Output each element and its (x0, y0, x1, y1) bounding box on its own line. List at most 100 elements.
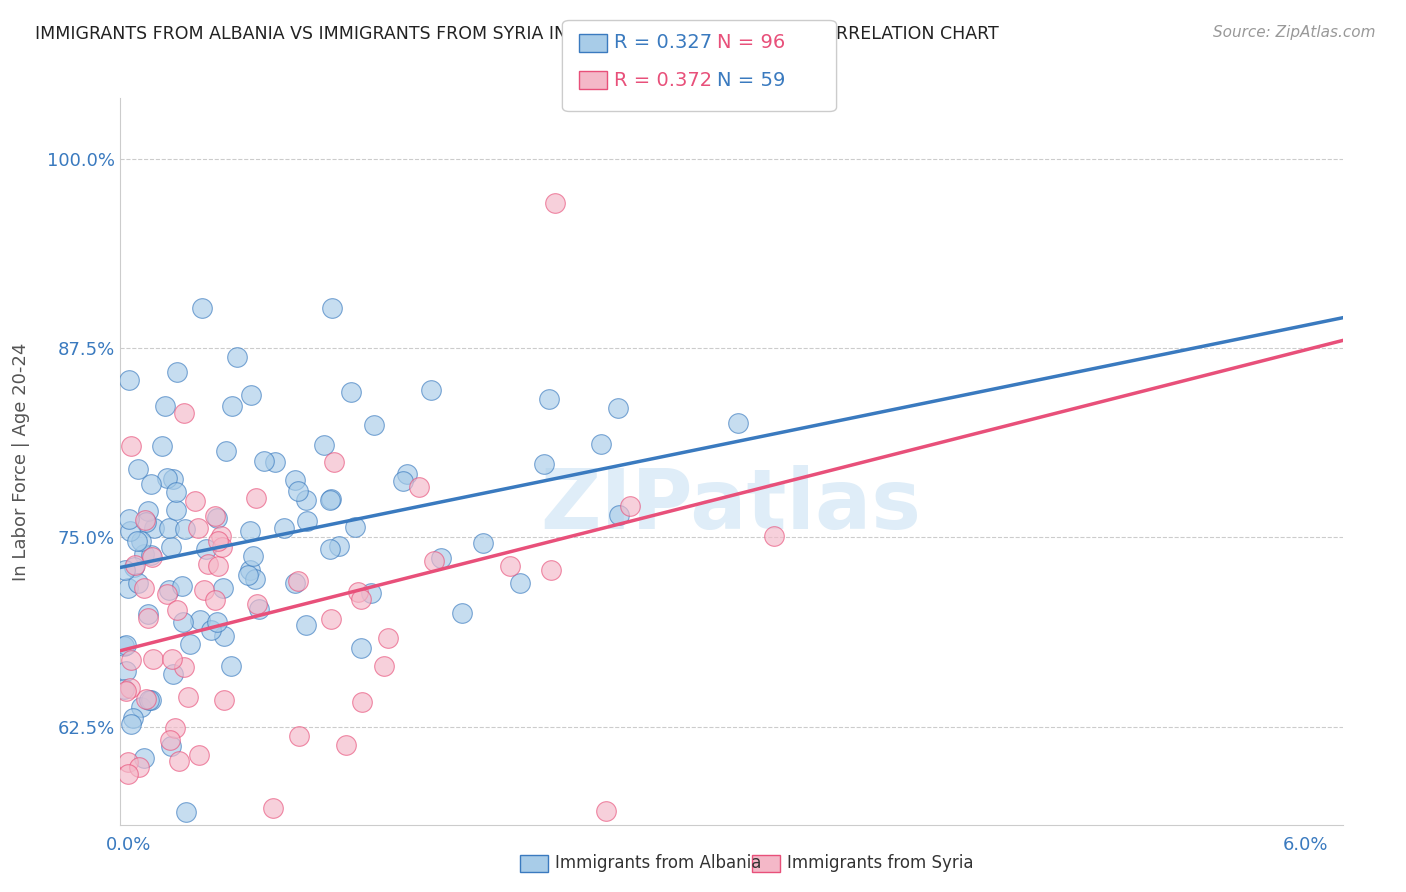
Text: 0.0%: 0.0% (105, 836, 150, 854)
Point (451, 606, 474, 620)
Point (117, 756, 139, 770)
Point (138, 504, 160, 518)
Point (207, 534, 229, 549)
Point (142, 521, 165, 535)
Point (120, 439, 142, 453)
Point (129, 533, 152, 548)
Point (141, 693, 163, 707)
Point (177, 690, 200, 705)
Point (239, 388, 262, 402)
Point (188, 613, 211, 627)
Point (287, 574, 309, 588)
Point (312, 438, 335, 452)
Point (727, 416, 749, 430)
Point (125, 534, 148, 549)
Point (328, 539, 350, 553)
Point (205, 615, 228, 629)
Point (204, 593, 226, 607)
Point (352, 695, 374, 709)
Point (159, 733, 181, 747)
Point (207, 558, 229, 573)
Point (472, 536, 495, 550)
Text: 6.0%: 6.0% (1284, 836, 1329, 854)
Point (118, 373, 141, 387)
Point (243, 572, 266, 586)
Point (173, 406, 195, 420)
Point (238, 524, 260, 539)
Point (141, 549, 163, 564)
Point (408, 480, 430, 494)
Point (134, 692, 156, 706)
Point (607, 401, 630, 415)
Point (373, 659, 395, 673)
Text: R = 0.372: R = 0.372 (614, 70, 713, 90)
Point (193, 583, 215, 598)
Point (544, 196, 567, 211)
Point (321, 301, 343, 316)
Point (118, 512, 141, 526)
Text: IMMIGRANTS FROM ALBANIA VS IMMIGRANTS FROM SYRIA IN LABOR FORCE | AGE 20-24 CORR: IMMIGRANTS FROM ALBANIA VS IMMIGRANTS FR… (35, 25, 998, 43)
Point (135, 516, 157, 530)
Point (247, 602, 270, 616)
Point (122, 560, 145, 574)
Point (287, 483, 309, 498)
Point (335, 738, 357, 752)
Point (121, 710, 143, 724)
Text: Immigrants from Albania: Immigrants from Albania (555, 855, 762, 872)
Point (245, 491, 267, 505)
Point (212, 693, 235, 707)
Point (533, 457, 555, 471)
Point (319, 541, 342, 556)
Point (156, 587, 179, 601)
Point (153, 399, 176, 413)
Point (176, 805, 198, 819)
Point (239, 564, 262, 578)
Point (120, 716, 142, 731)
Point (118, 681, 141, 695)
Point (162, 472, 184, 486)
Point (253, 453, 276, 467)
Point (117, 767, 139, 781)
Point (211, 541, 233, 555)
Point (179, 637, 201, 651)
Point (132, 581, 155, 595)
Point (595, 804, 617, 818)
Point (509, 576, 531, 591)
Point (326, 846, 349, 860)
Point (322, 455, 344, 469)
Point (395, 467, 418, 481)
Point (136, 607, 159, 621)
Point (609, 508, 631, 522)
Point (242, 549, 264, 564)
Point (184, 494, 207, 508)
Point (169, 857, 191, 871)
Text: ZIPatlas: ZIPatlas (541, 465, 921, 546)
Point (112, 640, 135, 654)
Point (127, 575, 149, 590)
Point (114, 563, 136, 577)
Point (197, 558, 219, 572)
Point (162, 667, 184, 681)
Point (540, 563, 562, 577)
Point (166, 365, 188, 379)
Point (430, 550, 453, 565)
Point (538, 392, 561, 406)
Point (263, 455, 285, 469)
Point (160, 739, 183, 753)
Point (319, 492, 342, 507)
Point (191, 301, 214, 316)
Point (246, 597, 269, 611)
Point (134, 513, 156, 527)
Point (172, 615, 194, 629)
Point (115, 664, 138, 678)
Point (209, 529, 232, 543)
Point (139, 548, 162, 562)
Point (112, 681, 135, 696)
Point (236, 568, 259, 582)
Point (200, 623, 222, 637)
Point (219, 659, 242, 673)
Point (138, 692, 160, 706)
Point (419, 383, 441, 397)
Point (173, 522, 195, 536)
Point (284, 474, 307, 488)
